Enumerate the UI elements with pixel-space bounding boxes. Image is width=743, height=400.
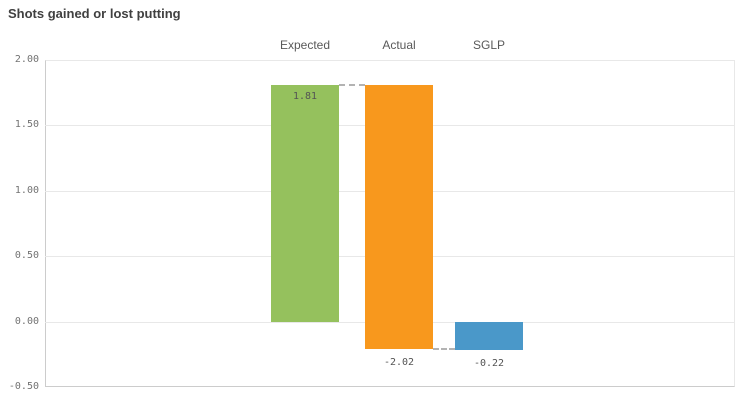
chart-title: Shots gained or lost putting bbox=[8, 6, 181, 21]
y-axis-label: -0.50 bbox=[8, 381, 39, 392]
value-label-sglp: -0.22 bbox=[473, 358, 505, 370]
category-label-expected: Expected bbox=[279, 38, 331, 52]
plot-area bbox=[45, 60, 735, 387]
category-label-sglp: SGLP bbox=[472, 38, 505, 52]
y-axis-label: 1.00 bbox=[14, 184, 39, 196]
y-axis-label: 0.00 bbox=[14, 315, 39, 327]
value-label-expected: 1.81 bbox=[292, 90, 318, 102]
category-label-actual: Actual bbox=[382, 38, 416, 52]
connector-line bbox=[339, 83, 365, 86]
value-label-actual: -2.02 bbox=[383, 357, 415, 369]
y-axis-label: 0.50 bbox=[14, 250, 39, 262]
y-axis-label: 2.00 bbox=[14, 54, 39, 65]
connector-line bbox=[433, 348, 455, 351]
bar-actual[interactable] bbox=[365, 84, 433, 350]
bar-expected[interactable] bbox=[271, 84, 339, 322]
bar-sglp[interactable] bbox=[455, 321, 523, 351]
y-axis-label: 1.50 bbox=[14, 119, 39, 131]
